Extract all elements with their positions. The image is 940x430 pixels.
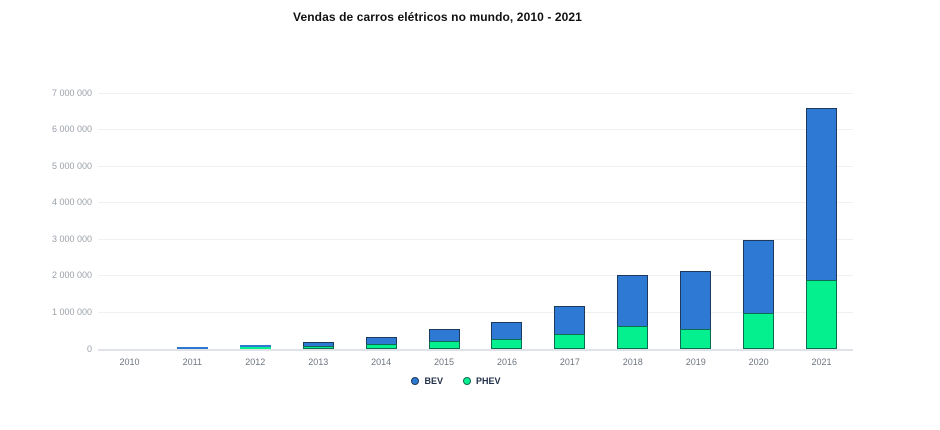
- bev-legend-dot-icon: [411, 377, 420, 385]
- y-axis-tick-label: 1 000 000: [51, 306, 92, 317]
- x-axis-tick-label: 2014: [371, 357, 392, 367]
- legend-item-bev[interactable]: BEV: [411, 376, 443, 386]
- gridline: [98, 92, 853, 94]
- gridline: [98, 165, 853, 167]
- bar-2017-phev[interactable]: [554, 334, 586, 349]
- x-axis-tick-label: 2013: [308, 357, 329, 367]
- bar-2019-phev[interactable]: [680, 328, 712, 349]
- gridline: [98, 311, 853, 313]
- x-axis-tick-label: 2012: [245, 357, 266, 367]
- x-axis-tick-label: 2015: [434, 357, 455, 367]
- bar-2018-bev[interactable]: [617, 275, 649, 326]
- x-axis-tick-label: 2011: [182, 357, 203, 367]
- bar-2015-bev[interactable]: [428, 328, 460, 341]
- legend: BEV PHEV: [0, 376, 912, 386]
- y-axis-tick-label: 0: [86, 343, 92, 354]
- bar-2019-bev[interactable]: [680, 271, 712, 329]
- x-axis-line: [98, 349, 853, 351]
- legend-label-phev: PHEV: [476, 376, 501, 386]
- y-axis-tick-label: 4 000 000: [51, 197, 92, 208]
- x-axis-tick-label: 2018: [622, 357, 643, 367]
- y-axis-tick-label: 2 000 000: [51, 270, 92, 281]
- x-axis-tick-label: 2020: [748, 357, 769, 367]
- gridline: [98, 275, 853, 277]
- bar-2021-bev[interactable]: [806, 107, 838, 280]
- bar-2020-phev[interactable]: [743, 312, 775, 349]
- x-axis-tick-label: 2021: [811, 357, 832, 367]
- bar-2013-phev[interactable]: [302, 345, 334, 349]
- y-axis-tick-label: 3 000 000: [51, 233, 92, 244]
- x-axis-tick-label: 2016: [496, 357, 517, 367]
- chart-title: Vendas de carros elétricos no mundo, 201…: [293, 10, 582, 24]
- gridline: [98, 202, 853, 204]
- bar-2016-bev[interactable]: [491, 321, 523, 339]
- bar-2016-phev[interactable]: [491, 338, 523, 349]
- legend-label-bev: BEV: [424, 376, 443, 386]
- y-axis-tick-label: 6 000 000: [51, 124, 92, 135]
- bar-2015-phev[interactable]: [428, 340, 460, 349]
- phev-legend-dot-icon: [463, 377, 471, 385]
- bar-2017-bev[interactable]: [554, 306, 586, 334]
- x-axis-tick-label: 2017: [559, 357, 580, 367]
- bar-2012-bev[interactable]: [239, 344, 271, 347]
- bar-2014-phev[interactable]: [365, 344, 397, 349]
- y-axis-tick-label: 7 000 000: [51, 87, 92, 98]
- bar-2014-bev[interactable]: [365, 336, 397, 345]
- x-axis-tick-label: 2019: [685, 357, 706, 367]
- gridline: [98, 129, 853, 131]
- bar-2020-bev[interactable]: [743, 239, 775, 313]
- bar-2018-phev[interactable]: [617, 325, 649, 349]
- gridline: [98, 238, 853, 240]
- bar-2021-phev[interactable]: [806, 279, 838, 349]
- bar-2012-phev[interactable]: [239, 346, 271, 349]
- legend-item-phev[interactable]: PHEV: [463, 376, 501, 386]
- bar-2011-bev[interactable]: [176, 346, 208, 349]
- y-axis-tick-label: 5 000 000: [51, 160, 92, 171]
- x-axis-tick-label: 2010: [119, 357, 140, 367]
- bar-2013-bev[interactable]: [302, 341, 334, 346]
